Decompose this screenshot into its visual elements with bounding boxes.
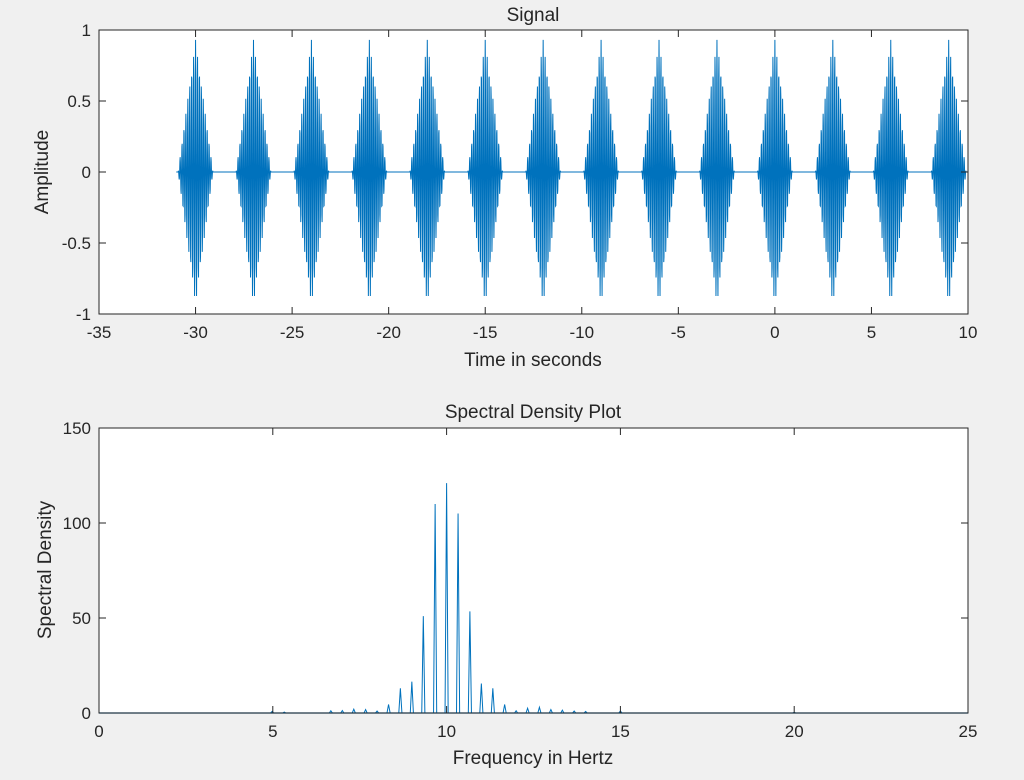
spectral-ylabel: Spectral Density xyxy=(35,500,56,639)
y-tick-label: 150 xyxy=(63,419,91,438)
signal-burst xyxy=(293,39,330,297)
spectral-peak xyxy=(386,704,391,714)
spectral-peak xyxy=(490,688,495,714)
signal-title: Signal xyxy=(507,5,560,26)
spectral-peak xyxy=(479,683,484,714)
x-tick-label: 10 xyxy=(959,323,978,342)
x-tick-label: 15 xyxy=(611,722,630,741)
spectral-peak xyxy=(583,710,588,714)
y-tick-label: -0.5 xyxy=(62,234,91,253)
spectral-peak xyxy=(456,513,461,714)
spectral-ticks: 0 5 10 15 20 25 0 50 100 150 xyxy=(63,419,978,741)
signal-burst xyxy=(872,39,909,297)
y-tick-label: 100 xyxy=(63,514,91,533)
spectral-xlabel: Frequency in Hertz xyxy=(453,748,614,769)
signal-burst xyxy=(235,39,272,297)
signal-burst xyxy=(409,39,446,297)
signal-burst xyxy=(525,39,562,297)
y-tick-label: 0.5 xyxy=(67,92,91,111)
spectral-peak xyxy=(328,709,333,714)
spectral-title: Spectral Density Plot xyxy=(445,402,622,423)
spectral-peak xyxy=(548,708,553,714)
x-tick-label: -25 xyxy=(280,323,305,342)
signal-burst xyxy=(814,39,851,297)
spectral-peak xyxy=(351,707,356,714)
signal-burst xyxy=(757,39,793,297)
signal-axes: -35 -30 -25 -20 -15 -10 -5 0 5 10 -1 -0.5 0 0.5 1 Sign… xyxy=(32,5,977,371)
spectral-peak xyxy=(502,704,507,714)
spectral-peak xyxy=(363,708,368,714)
x-tick-label: 25 xyxy=(959,722,978,741)
spectral-peak xyxy=(560,709,565,714)
x-tick-label: -15 xyxy=(473,323,498,342)
x-tick-label: 0 xyxy=(770,323,779,342)
spectral-peak xyxy=(375,710,380,714)
spectral-peak xyxy=(525,706,530,714)
y-tick-label: 0 xyxy=(82,704,91,723)
spectral-peak xyxy=(444,483,449,714)
signal-ticks: -35 -30 -25 -20 -15 -10 -5 0 5 10 -1 -0.5 0 0.5 1 xyxy=(62,21,978,342)
x-tick-label: 10 xyxy=(437,722,456,741)
x-tick-label: 5 xyxy=(268,722,277,741)
signal-series xyxy=(176,39,968,297)
y-tick-label: 50 xyxy=(72,609,91,628)
x-tick-label: 0 xyxy=(94,722,103,741)
x-tick-label: -30 xyxy=(183,323,208,342)
x-tick-label: 5 xyxy=(867,323,876,342)
spectral-peak xyxy=(433,503,438,714)
y-tick-label: -1 xyxy=(76,305,91,324)
signal-burst xyxy=(177,39,214,297)
signal-xlabel: Time in seconds xyxy=(464,350,602,371)
spectral-axes-frame xyxy=(98,427,969,714)
x-tick-label: -20 xyxy=(376,323,401,342)
spectral-peak xyxy=(467,611,472,714)
y-tick-label: 1 xyxy=(82,21,91,40)
x-tick-label: 20 xyxy=(785,722,804,741)
signal-burst xyxy=(583,39,619,297)
x-tick-label: -35 xyxy=(87,323,112,342)
signal-burst xyxy=(699,39,735,297)
x-tick-label: -10 xyxy=(569,323,594,342)
signal-ylabel: Amplitude xyxy=(32,130,53,215)
spectral-peak xyxy=(537,705,542,714)
spectral-peak xyxy=(398,688,403,714)
x-tick-label: -5 xyxy=(671,323,686,342)
spectral-axes: 0 5 10 15 20 25 0 50 100 150 Spectral Density Plo… xyxy=(35,402,977,769)
y-tick-label: 0 xyxy=(82,163,91,182)
spectral-plot-area xyxy=(99,428,968,713)
signal-burst xyxy=(930,39,967,297)
spectral-peak xyxy=(572,710,577,714)
spectral-peak xyxy=(409,681,414,714)
signal-burst xyxy=(351,39,388,297)
signal-burst xyxy=(467,39,504,297)
signal-burst xyxy=(641,39,677,297)
spectral-peak xyxy=(421,616,426,714)
spectral-peak xyxy=(340,709,345,714)
spectral-peak xyxy=(514,709,519,714)
